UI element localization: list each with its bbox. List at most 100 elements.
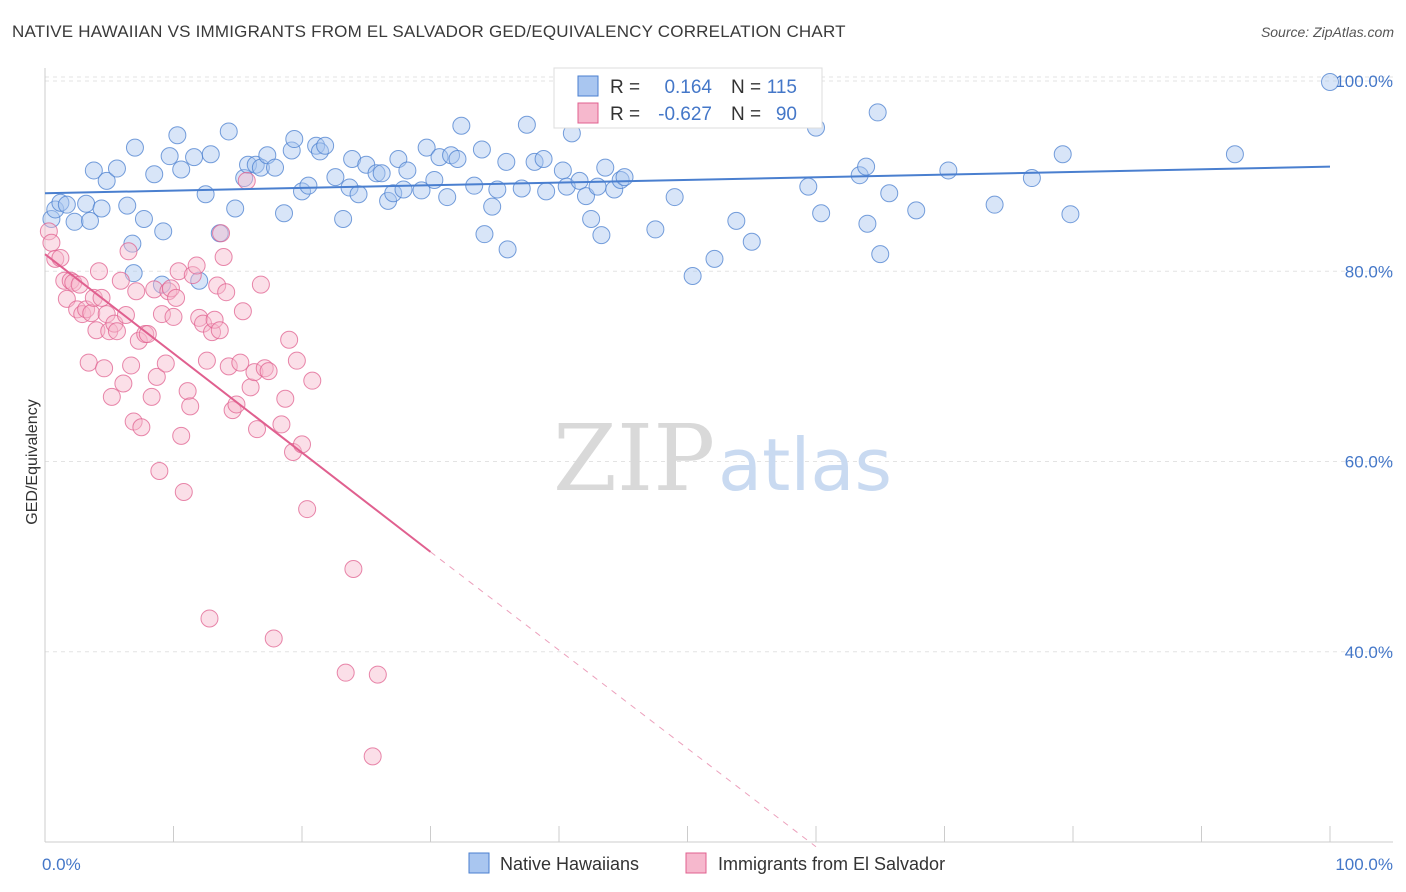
el-salvador-point-41 [159,282,178,301]
el-salvador-point-44 [167,288,186,307]
native-hawaiians-point-9 [97,171,116,190]
legend-swatch-pink [577,102,599,124]
native-hawaiians-point-41 [310,142,329,161]
legend-n-label-1: N = [731,77,761,98]
legend-n-value-2: 90 [776,104,797,125]
native-hawaiians-point-50 [372,164,391,183]
native-hawaiians-point-75 [537,182,556,201]
native-hawaiians-point-59 [430,148,449,167]
el-salvador-point-87 [212,224,231,243]
series-legend: Native Hawaiians Immigrants from El Salv… [468,852,945,874]
native-hawaiians-point-35 [275,204,294,223]
el-salvador-point-71 [251,275,270,294]
native-hawaiians-point-18 [154,222,173,241]
watermark: ZIP atlas [553,405,892,512]
native-hawaiians-point-102 [871,245,890,264]
el-salvador-point-86 [368,665,387,684]
native-hawaiians-point-19 [160,147,179,166]
legend-r-value-1: 0.164 [664,77,712,98]
el-salvador-point-61 [217,283,236,302]
native-hawaiians-point-101 [868,103,887,122]
el-salvador-point-82 [303,371,322,390]
el-salvador-point-60 [214,248,233,266]
native-hawaiians-point-93 [742,232,761,251]
native-hawaiians-point-63 [452,116,471,135]
el-salvador-point-75 [272,415,291,434]
native-hawaiians-point-16 [145,165,164,184]
el-salvador-point-66 [233,302,252,321]
source-note: Source: ZipAtlas.com [1260,24,1394,40]
native-hawaiians-point-52 [384,184,403,203]
chart-title: NATIVE HAWAIIAN VS IMMIGRANTS FROM EL SA… [12,22,846,41]
native-hawaiians-point-84 [596,158,615,177]
trend-line-0 [44,165,1331,195]
native-hawaiians-point-25 [201,145,220,164]
el-salvador-point-30 [127,282,146,301]
el-salvador-point-70 [248,420,267,439]
native-hawaiians-point-68 [488,180,507,199]
el-salvador-point-74 [264,629,283,648]
el-salvador-point-18 [95,359,114,378]
native-hawaiians-point-97 [812,204,831,223]
native-hawaiians-point-67 [483,197,502,216]
el-salvador-point-15 [87,321,106,340]
native-hawaiians-point-31 [246,155,265,174]
legend-r-label-1: R = [610,77,640,98]
legend-n-value-1: 115 [767,77,797,98]
el-salvador-point-83 [336,663,355,682]
native-hawaiians-point-80 [576,187,595,206]
y-tick-label-3: 100.0% [1335,72,1393,91]
native-hawaiians-point-91 [705,249,724,268]
el-salvador-point-69 [245,363,264,382]
el-salvador-point-50 [183,266,202,285]
native-hawaiians-point-79 [570,171,589,190]
native-hawaiians-point-22 [185,148,204,167]
el-salvador-point-59 [210,321,229,340]
trend-line-dashed-1 [430,551,817,848]
watermark-zip: ZIP [553,405,715,512]
native-hawaiians-point-100 [858,214,877,233]
native-hawaiians-point-44 [334,209,353,228]
el-salvador-point-13 [82,304,101,323]
legend-swatch-native-hawaiians [468,852,490,874]
legend-r-value-2: -0.627 [658,104,712,125]
el-salvador-point-0 [39,222,58,241]
native-hawaiians-point-82 [588,177,607,196]
native-hawaiians-point-99 [857,157,876,176]
el-salvador-point-68 [241,378,260,397]
el-salvador-point-43 [164,307,183,326]
native-hawaiians-point-69 [497,152,516,171]
el-salvador-point-21 [102,387,121,406]
native-hawaiians-point-43 [326,168,345,187]
native-hawaiians-point-34 [266,158,285,177]
native-hawaiians-point-47 [349,185,368,204]
legend-r-label-2: R = [610,104,640,125]
native-hawaiians-point-95 [799,177,818,196]
el-salvador-point-49 [181,397,200,416]
el-salvador-point-67 [237,171,256,190]
native-hawaiians-point-72 [517,115,536,134]
native-hawaiians-point-60 [438,188,457,207]
native-hawaiians-point-27 [219,122,238,141]
el-salvador-point-12 [79,353,98,372]
native-hawaiians-point-104 [907,201,926,220]
el-salvador-point-84 [344,560,363,578]
native-hawaiians-point-39 [299,176,318,195]
native-hawaiians-point-64 [465,176,484,195]
y-tick-label-1: 60.0% [1345,453,1393,472]
native-hawaiians-point-49 [367,164,386,183]
legend-swatch-el-salvador [685,852,707,874]
el-salvador-point-2 [46,249,65,268]
native-hawaiians-point-108 [1053,145,1072,164]
native-hawaiians-point-37 [285,130,304,149]
native-hawaiians-point-103 [880,184,899,203]
el-salvador-point-47 [174,482,193,501]
el-salvador-point-1 [42,233,61,252]
el-salvador-point-9 [70,275,89,294]
native-hawaiians-point-14 [125,138,144,157]
x-tick-label-min: 0.0% [42,855,81,874]
el-salvador-point-51 [187,256,206,275]
el-salvador-point-79 [287,351,306,370]
native-hawaiians-point-20 [168,126,187,145]
el-salvador-point-57 [205,310,224,329]
